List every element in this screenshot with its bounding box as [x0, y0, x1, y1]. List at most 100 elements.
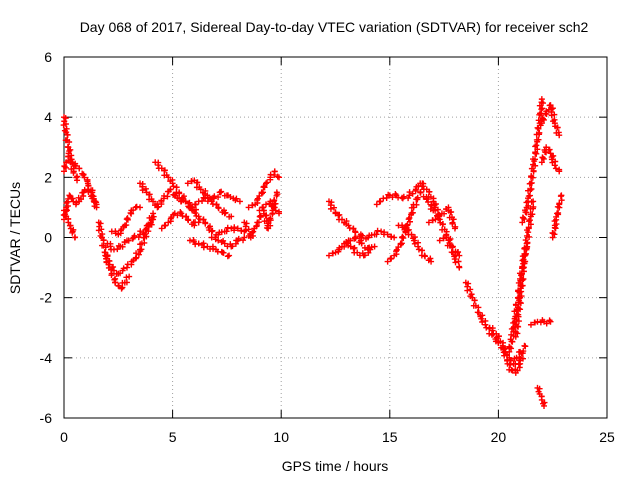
data-point [220, 249, 227, 256]
data-point [551, 218, 558, 225]
data-point [518, 283, 525, 290]
data-point [352, 229, 359, 236]
data-point [63, 208, 70, 215]
data-point [215, 194, 222, 201]
data-point [331, 204, 338, 211]
data-point [158, 225, 165, 232]
data-point [229, 243, 236, 250]
y-tick-label: -6 [40, 410, 53, 426]
data-point [519, 355, 526, 362]
data-point [425, 219, 432, 226]
data-point [155, 203, 162, 210]
data-point [125, 237, 132, 244]
data-point [515, 311, 522, 318]
data-point [441, 210, 448, 217]
data-point [409, 190, 416, 197]
data-point [535, 125, 542, 132]
data-point [167, 186, 174, 193]
data-point [547, 102, 554, 109]
data-point [552, 165, 559, 172]
data-point [512, 328, 519, 335]
data-point [516, 289, 523, 296]
data-point [72, 163, 79, 170]
data-point [452, 252, 459, 259]
data-point [533, 142, 540, 149]
data-point [197, 186, 204, 193]
data-point [71, 162, 78, 169]
data-point [161, 167, 168, 174]
data-point [384, 258, 391, 265]
data-point [478, 315, 485, 322]
data-point [540, 100, 547, 107]
data-point [146, 191, 153, 198]
data-point [543, 320, 550, 327]
data-point [450, 216, 457, 223]
data-point [456, 264, 463, 271]
data-point [217, 189, 224, 196]
data-point [65, 219, 72, 226]
data-point [536, 385, 543, 392]
data-point [271, 204, 278, 211]
data-point [61, 163, 68, 170]
data-point [208, 228, 215, 235]
data-point [64, 131, 71, 138]
data-point [452, 259, 459, 266]
data-point [191, 222, 198, 229]
data-point [97, 220, 104, 227]
data-point [467, 286, 474, 293]
data-point [357, 237, 364, 244]
x-tick-label: 15 [382, 429, 398, 445]
data-point [249, 229, 256, 236]
data-point [539, 115, 546, 122]
data-point [63, 200, 70, 207]
data-point [514, 304, 521, 311]
data-point [114, 246, 121, 253]
data-point [399, 233, 406, 240]
data-point [426, 188, 433, 195]
data-point [536, 129, 543, 136]
data-point [506, 343, 513, 350]
y-axis-label: SDTVAR / TECUs [7, 182, 23, 294]
data-point [530, 203, 537, 210]
data-point [69, 229, 76, 236]
data-point [410, 237, 417, 244]
data-point [520, 348, 527, 355]
data-point [262, 180, 269, 187]
data-point [224, 224, 231, 231]
data-point [528, 179, 535, 186]
data-point [405, 195, 412, 202]
data-point [162, 222, 169, 229]
data-point [223, 228, 230, 235]
data-point [66, 192, 73, 199]
data-point [377, 198, 384, 205]
data-point [525, 193, 532, 200]
data-point [222, 209, 229, 216]
data-point [361, 252, 368, 259]
data-point [228, 213, 235, 220]
data-point [150, 198, 157, 205]
data-point [169, 180, 176, 187]
data-point [388, 255, 395, 262]
data-point [118, 285, 125, 292]
data-point [530, 198, 537, 205]
data-point [413, 201, 420, 208]
data-point [556, 132, 563, 139]
data-point [139, 187, 146, 194]
data-point [242, 227, 249, 234]
x-tick-label: 0 [60, 429, 68, 445]
data-point [464, 287, 471, 294]
data-point [262, 212, 269, 219]
data-point [449, 219, 456, 226]
data-point [414, 194, 421, 201]
data-point [104, 253, 111, 260]
data-point [524, 240, 531, 247]
data-point [260, 204, 267, 211]
data-point [358, 240, 365, 247]
data-point [70, 169, 77, 176]
x-tick-label: 20 [491, 429, 507, 445]
data-point [527, 187, 534, 194]
data-point [406, 214, 413, 221]
data-point [378, 228, 385, 235]
data-point [404, 227, 411, 234]
data-point [245, 204, 252, 211]
